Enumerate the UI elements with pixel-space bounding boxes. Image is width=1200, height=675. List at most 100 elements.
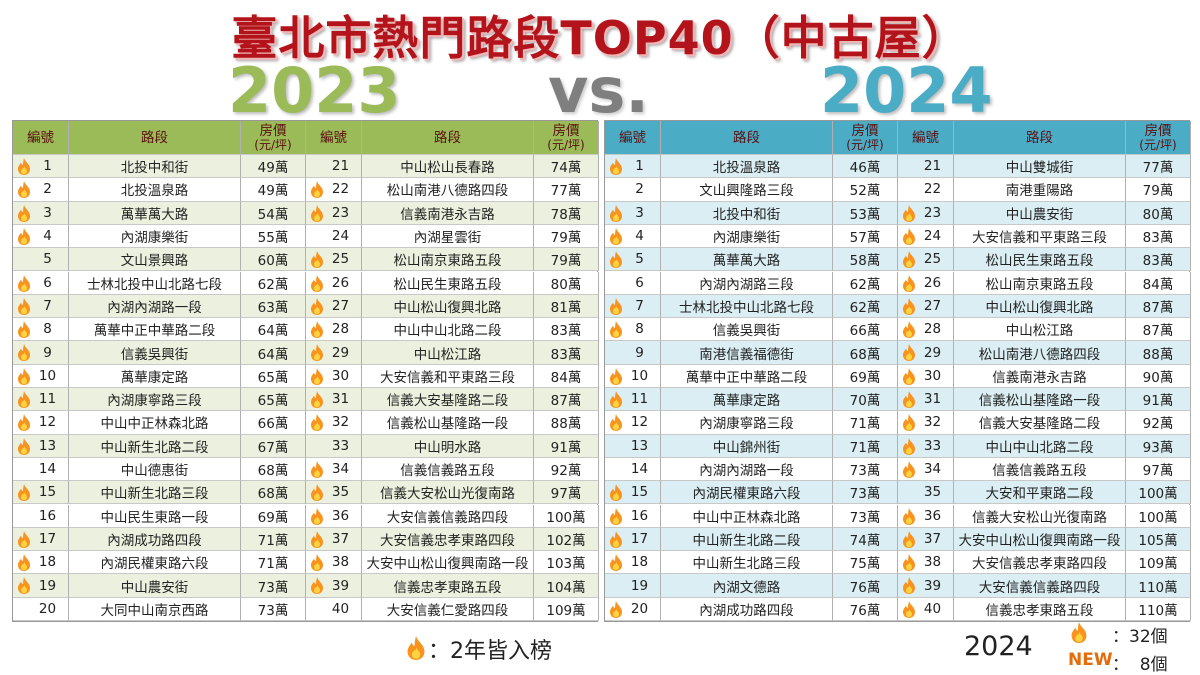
cell-price: 65萬 xyxy=(241,364,306,388)
hot-icon xyxy=(902,437,916,459)
hot-icon xyxy=(609,600,623,622)
cell-price: 71萬 xyxy=(241,551,306,575)
year-left: 2023 xyxy=(228,54,401,127)
cell-price: 52萬 xyxy=(833,178,898,202)
hot-icon xyxy=(17,227,31,249)
cell-no: 33 xyxy=(306,434,362,458)
fire xyxy=(311,297,323,315)
cell-road: 內湖民權東路六段 xyxy=(69,551,241,575)
legend-text: ：2年皆入榜 xyxy=(428,639,552,664)
new-label: NEW xyxy=(1068,650,1113,670)
cell-price: 71萬 xyxy=(833,411,898,435)
cell-price: 73萬 xyxy=(241,574,306,598)
fire xyxy=(610,251,622,269)
cell-price: 87萬 xyxy=(534,388,599,412)
cell-no: 8 xyxy=(13,318,69,342)
cell-no: 25 xyxy=(306,248,362,272)
cell-no: 13 xyxy=(13,434,69,458)
fire xyxy=(18,344,30,362)
header-cell: 編號 xyxy=(605,121,661,155)
cell-road: 大安信義忠孝東路四段 xyxy=(362,527,534,552)
fire xyxy=(610,297,622,315)
header-cell: 房價 (元/坪) xyxy=(241,121,306,155)
hot-icon xyxy=(17,158,31,179)
cell-price: 102萬 xyxy=(534,527,599,552)
cell-road: 士林北投中山北路七段 xyxy=(69,271,241,295)
cell-price: 62萬 xyxy=(833,294,898,319)
cell-no: 29 xyxy=(898,341,954,365)
cell-price: 46萬 xyxy=(833,155,898,179)
fire xyxy=(610,321,622,339)
cell-road: 北投溫泉路 xyxy=(69,178,241,202)
cell-price: 110萬 xyxy=(1126,597,1191,621)
cell-price: 81萬 xyxy=(534,294,599,319)
fire xyxy=(18,181,30,199)
cell-price: 62萬 xyxy=(833,271,898,295)
cell-no: 28 xyxy=(306,318,362,342)
fire xyxy=(610,530,622,548)
header-unit: (元/坪) xyxy=(254,137,292,152)
hot-icon xyxy=(609,484,623,505)
cell-price: 71萬 xyxy=(833,434,898,458)
cell-price: 84萬 xyxy=(1126,271,1191,295)
cell-road: 中山松山復興北路 xyxy=(954,294,1126,319)
cell-no: 20 xyxy=(605,597,661,622)
title: 臺北市熱門路段TOP40（中古屋） xyxy=(231,11,969,65)
cell-price: 69萬 xyxy=(241,504,306,528)
fire xyxy=(18,158,30,175)
cell-no: 27 xyxy=(898,294,954,319)
fire xyxy=(311,507,323,525)
cell-price: 73萬 xyxy=(833,457,898,482)
cell-no: 3 xyxy=(13,201,69,225)
hot-icon xyxy=(310,530,324,552)
header-cell: 編號 xyxy=(13,121,69,155)
fire xyxy=(18,414,30,432)
cell-price: 53萬 xyxy=(833,201,898,225)
fire xyxy=(18,274,30,292)
cell-price: 76萬 xyxy=(833,597,898,621)
hot-icon xyxy=(310,297,324,319)
hot-icon xyxy=(17,274,31,296)
cell-price: 73萬 xyxy=(833,504,898,528)
cell-no: 23 xyxy=(306,201,362,225)
fire xyxy=(311,274,323,292)
cell-no: 8 xyxy=(605,318,661,342)
cell-no: 22 xyxy=(306,178,362,202)
hot-icon xyxy=(609,367,623,389)
new-count: ： 8個 xyxy=(1112,655,1168,675)
fire xyxy=(903,530,915,548)
cell-price: 64萬 xyxy=(241,318,306,342)
cell-road: 內湖內湖路三段 xyxy=(661,271,833,295)
header-no: 編號 xyxy=(912,129,939,146)
cell-no: 30 xyxy=(306,364,362,388)
fire xyxy=(311,577,323,595)
cell-road: 中山中正林森北路 xyxy=(69,411,241,435)
fire xyxy=(311,321,323,339)
fire xyxy=(903,554,915,572)
cell-price: 104萬 xyxy=(534,574,599,598)
header-cell: 房價 (元/坪) xyxy=(534,121,599,155)
cell-price: 71萬 xyxy=(241,527,306,552)
cell-no: 40 xyxy=(306,597,362,621)
hot-icon xyxy=(17,577,31,598)
cell-price: 109萬 xyxy=(534,597,599,621)
cell-road: 萬華康定路 xyxy=(69,364,241,388)
cell-no: 32 xyxy=(898,411,954,435)
cell-road: 大安信義忠孝東路四段 xyxy=(954,551,1126,575)
cell-road: 中山民生東路一段 xyxy=(69,504,241,528)
hot-icon xyxy=(310,391,324,412)
cell-no: 21 xyxy=(306,155,362,179)
cell-price: 100萬 xyxy=(1126,504,1191,528)
hot-icon xyxy=(17,484,31,505)
header-price: 房價 xyxy=(851,122,879,139)
cell-price: 83萬 xyxy=(534,341,599,365)
cell-road: 中山中正林森北路 xyxy=(661,504,833,528)
fire xyxy=(18,484,30,502)
cell-road: 內湖康寧路三段 xyxy=(69,388,241,412)
header-unit: (元/坪) xyxy=(547,137,585,152)
cell-price: 60萬 xyxy=(241,248,306,272)
cell-no: 7 xyxy=(13,294,69,319)
cell-no: 37 xyxy=(898,527,954,552)
cell-price: 49萬 xyxy=(241,155,306,179)
